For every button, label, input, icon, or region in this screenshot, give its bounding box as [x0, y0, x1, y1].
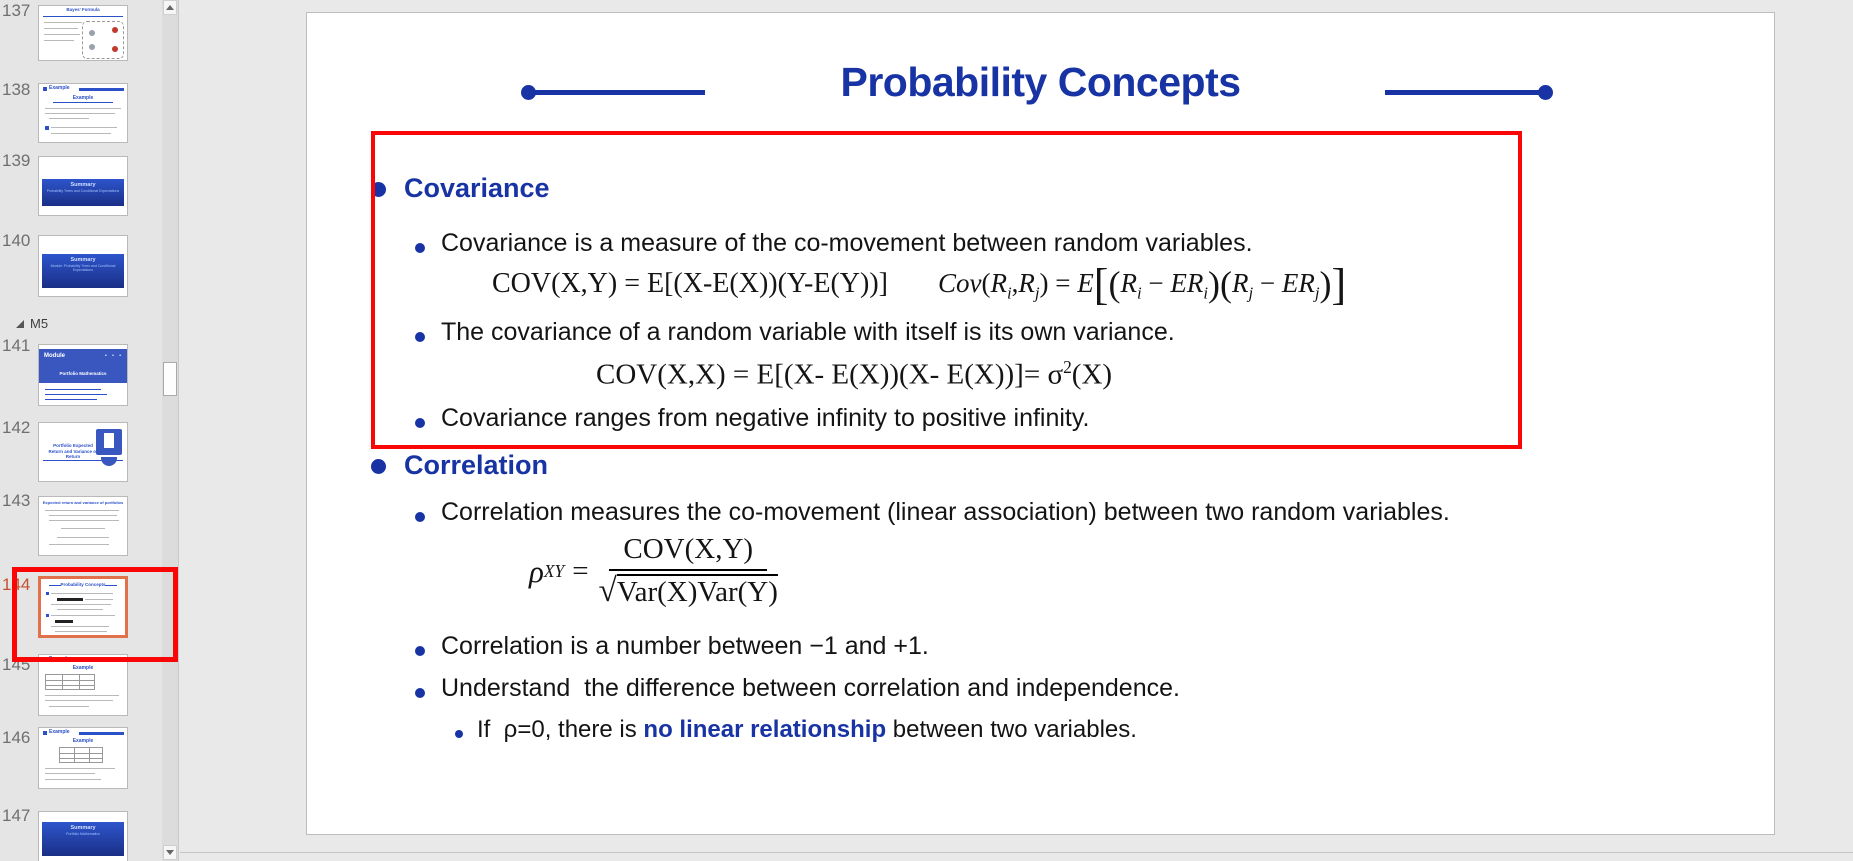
arrow-down-icon [166, 850, 174, 855]
section-label: M5 [30, 316, 49, 331]
slide-thumbnail-146[interactable]: Example Example [38, 727, 128, 789]
slide-number: 141 [2, 336, 31, 355]
title-decoration-right [1385, 85, 1553, 101]
bullet-ring-icon [415, 332, 425, 342]
annotation-red-box-sidebar [12, 567, 178, 662]
thumb-title: Example [72, 665, 94, 671]
arrow-up-icon [166, 5, 174, 10]
formula-cov-rirj: Cov(Ri,Rj) = E[(Ri − ERi)(Rj − ERj)] [937, 260, 1347, 309]
slide-number: 142 [2, 418, 31, 437]
statusbar-top-border [180, 852, 1853, 853]
slide-thumbnail-147[interactable]: Summary Portfolio Mathematics [38, 811, 128, 861]
bullet-correlation-independence[interactable]: Understand the difference between correl… [415, 674, 1180, 703]
title-decoration-left [521, 85, 705, 101]
scroll-thumb[interactable] [163, 362, 177, 396]
summary-banner: Summary Portfolio Mathematics [42, 822, 124, 856]
fraction: COV(X,Y) √Var(X)Var(Y) [598, 533, 778, 609]
slide-thumbnail-138[interactable]: Example Example [38, 83, 128, 143]
thumb-title: Example [72, 95, 94, 101]
bullet-rho-zero[interactable]: If ρ=0, there is no linear relationship … [455, 716, 1137, 744]
bullet-filled-icon [371, 459, 386, 474]
slide-thumbnail-144-selected[interactable]: Probability Concepts [38, 576, 128, 638]
thumb-header: Example [49, 85, 70, 91]
mini-table [59, 747, 103, 763]
thumb-subtitle: Portfolio Mathematics [66, 832, 100, 836]
slide-number: 143 [2, 491, 31, 510]
module-banner: Module • • • Portfolio Mathematics [39, 349, 127, 383]
slide-number: 146 [2, 728, 31, 747]
tree-diagram [82, 21, 124, 59]
beaker-icon [96, 429, 122, 455]
thumb-title: Expected return and variance of portfoli… [42, 500, 124, 505]
bullet-covariance-definition[interactable]: Covariance is a measure of the co-moveme… [415, 229, 1253, 258]
slide-thumbnail-139[interactable]: Summary Probability Trees and Conditiona… [38, 156, 128, 216]
thumb-title: Probability Concepts [60, 582, 106, 587]
mini-table [45, 674, 95, 690]
thumb-title: Bayes' Formula [66, 7, 100, 12]
annotation-red-box-slide [371, 131, 1522, 449]
scroll-down-button[interactable] [163, 845, 177, 860]
slide-title[interactable]: Probability Concepts [840, 59, 1241, 105]
slide-number: 140 [2, 231, 31, 250]
thumb-title: Example [72, 738, 94, 744]
formula-rho[interactable]: ρ XY = COV(X,Y) √Var(X)Var(Y) [529, 533, 778, 609]
bullet-correlation-definition[interactable]: Correlation measures the co-movement (li… [415, 498, 1450, 527]
section-header-m5[interactable]: M5 [16, 316, 48, 331]
bullet-correlation-range[interactable]: Correlation is a number between −1 and +… [415, 632, 929, 661]
slide-number: 138 [2, 80, 31, 99]
slide-thumbnail-panel: 137 Bayes' Formula 138 Example [0, 0, 179, 861]
bullet-covariance-itself[interactable]: The covariance of a random variable with… [415, 318, 1175, 347]
bullet-ring-icon [415, 688, 425, 698]
bullet-ring-icon [455, 730, 463, 738]
slide-number: 137 [2, 1, 31, 20]
scroll-up-button[interactable] [163, 0, 177, 15]
slide-thumbnail-142[interactable]: Portfolio Expected Return and Variance o… [38, 422, 128, 482]
thumb-subtitle: Probability Trees and Conditional Expect… [46, 189, 120, 193]
heading-correlation[interactable]: Correlation [371, 450, 548, 481]
summary-banner: Summary Module: Probability Trees and Co… [42, 254, 124, 288]
thumb-rule [43, 16, 123, 17]
slide-thumbnail-143[interactable]: Expected return and variance of portfoli… [38, 496, 128, 556]
bullet-ring-icon [415, 243, 425, 253]
summary-banner: Summary Probability Trees and Conditiona… [42, 179, 124, 206]
thumb-title: Module [44, 353, 65, 359]
thumb-subtitle: Module: Probability Trees and Conditiona… [50, 264, 116, 272]
formula-cov-xx[interactable]: COV(X,X) = E[(X- E(X))(X- E(X))]= σ2(X) [596, 357, 1113, 391]
formula-cov-xy: COV(X,Y) = E[(X-E(X))(Y-E(Y))] [492, 268, 888, 299]
collapse-triangle-icon [16, 319, 24, 328]
sidebar-scrollbar[interactable] [162, 0, 178, 861]
slide-thumbnail-141[interactable]: Module • • • Portfolio Mathematics [38, 344, 128, 406]
thumb-title: Summary [70, 257, 96, 263]
bullet-ring-icon [415, 512, 425, 522]
thumb-title: Portfolio Expected Return and Variance o… [48, 443, 98, 460]
radical-sign: √ [598, 572, 617, 609]
slide-thumbnail-145[interactable]: Example Example [38, 654, 128, 716]
thumb-subtitle: Portfolio Mathematics [59, 371, 107, 376]
slide-canvas[interactable]: Probability Concepts Covariance Covarian… [306, 12, 1775, 835]
slide-number: 147 [2, 806, 31, 825]
slide-thumbnail-140[interactable]: Summary Module: Probability Trees and Co… [38, 235, 128, 297]
slide-number: 139 [2, 151, 31, 170]
formula-covariance[interactable]: COV(X,Y) = E[(X-E(X))(Y-E(Y))] Cov(Ri,Rj)… [492, 263, 1346, 307]
bullet-covariance-range[interactable]: Covariance ranges from negative infinity… [415, 404, 1089, 433]
highlight-no-linear-relationship: no linear relationship [643, 716, 887, 743]
slide-thumbnail-137[interactable]: Bayes' Formula [38, 5, 128, 61]
thumb-title: Summary [70, 825, 96, 831]
bullet-ring-icon [415, 418, 425, 428]
bullet-ring-icon [415, 646, 425, 656]
thumb-header: Example [49, 729, 70, 735]
thumb-title: Summary [70, 182, 96, 188]
dots-decoration: • • • [104, 353, 123, 359]
